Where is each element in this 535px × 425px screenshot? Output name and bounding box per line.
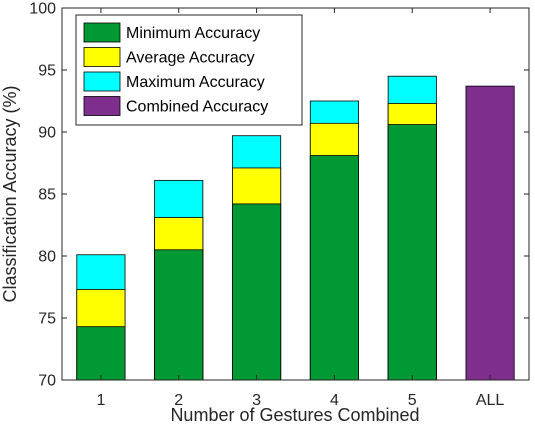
legend-label: Maximum Accuracy <box>126 74 265 91</box>
bar-minimum-accuracy-1 <box>76 326 126 381</box>
y-tick-label: 100 <box>29 1 56 18</box>
x-axis-title: Number of Gestures Combined <box>170 405 419 425</box>
legend-label: Average Accuracy <box>126 50 255 67</box>
x-tick-label: 1 <box>96 392 105 409</box>
y-axis-title: Classification Accuracy (%) <box>0 85 20 302</box>
bar-minimum-accuracy-2 <box>154 249 204 381</box>
legend: Minimum Accuracy Average Accuracy Maximum … <box>75 14 303 126</box>
x-tick-label: 5 <box>408 392 417 409</box>
bar-minimum-accuracy-4 <box>309 155 359 381</box>
x-tick-label: 4 <box>330 392 339 409</box>
legend-swatch-average-accuracy <box>83 47 121 67</box>
legend-label: Minimum Accuracy <box>126 25 260 42</box>
y-tick-label: 90 <box>38 125 56 142</box>
x-tick-label: 2 <box>174 392 183 409</box>
bar-minimum-accuracy-5 <box>387 124 437 381</box>
x-tick-label: ALL <box>476 392 505 409</box>
legend-swatch-combined-accuracy <box>83 96 121 116</box>
y-tick-label: 85 <box>38 187 56 204</box>
bar-combined-accuracy-all <box>465 85 515 381</box>
y-tick-label: 95 <box>38 63 56 80</box>
y-tick-label: 75 <box>38 311 56 328</box>
bar-minimum-accuracy-3 <box>232 203 282 381</box>
bars-layer <box>76 75 515 381</box>
legend-swatch-minimum-accuracy <box>83 22 121 43</box>
legend-label: Combined Accuracy <box>126 99 268 116</box>
y-tick-label: 70 <box>38 373 56 390</box>
x-tick-label: 3 <box>252 392 261 409</box>
legend-swatch-maximum-accuracy <box>83 71 121 92</box>
y-tick-label: 80 <box>38 249 56 266</box>
ticks-layer: 70 75 80 85 90 95 100 1 2 3 4 5 ALL <box>29 1 529 409</box>
